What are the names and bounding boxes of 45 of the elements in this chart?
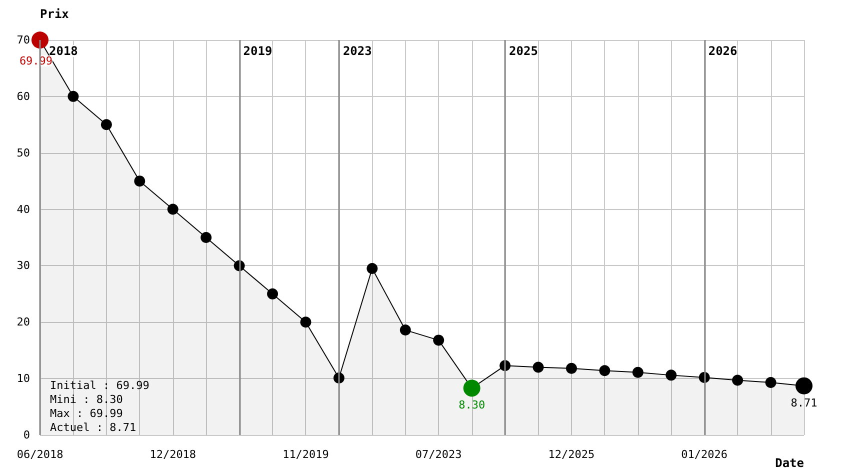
point xyxy=(532,362,544,373)
point xyxy=(666,370,677,381)
annotation: 2018 xyxy=(49,44,78,58)
annotation: Initial : 69.99 xyxy=(50,379,150,392)
data-label: 8.30 xyxy=(458,398,486,412)
annotation: Actuel : 8.71 xyxy=(50,421,136,434)
x-tick-label: 12/2018 xyxy=(150,448,196,461)
x-tick-label: 12/2025 xyxy=(548,448,595,461)
y-tick-label: 20 xyxy=(16,316,30,329)
y-axis-title: Prix xyxy=(40,7,69,21)
annotation: 2019 xyxy=(243,44,272,58)
y-tick-label: 30 xyxy=(16,259,30,272)
point xyxy=(599,365,610,376)
point xyxy=(433,334,444,346)
point xyxy=(167,204,178,215)
y-tick-label: 70 xyxy=(16,34,30,46)
x-tick-label: 06/2018 xyxy=(16,448,64,461)
annotation: 2026 xyxy=(708,44,738,58)
data-label: 8.71 xyxy=(790,396,818,410)
annotation: Max : 69.99 xyxy=(50,407,123,420)
point xyxy=(300,316,312,328)
point xyxy=(200,232,212,243)
point xyxy=(632,366,644,378)
y-tick-label: 40 xyxy=(16,202,30,216)
data-label: 69.99 xyxy=(19,54,53,68)
y-tick-label: 60 xyxy=(16,90,30,103)
annotation: 2025 xyxy=(509,44,538,58)
point xyxy=(134,176,146,187)
x-tick-label: 07/2023 xyxy=(415,448,462,461)
y-tick-label: 10 xyxy=(16,372,30,386)
annotation: 2023 xyxy=(342,44,372,58)
x-tick-label: 11/2019 xyxy=(282,448,329,461)
point xyxy=(267,288,278,300)
x-axis-title: Date xyxy=(775,456,804,470)
point xyxy=(732,374,744,386)
x-tick-label: 01/2026 xyxy=(681,448,728,461)
y-tick-label: 50 xyxy=(16,146,30,160)
point xyxy=(566,362,577,374)
annotation: Mini : 8.30 xyxy=(50,393,123,406)
point xyxy=(765,377,776,388)
point xyxy=(366,263,378,274)
point xyxy=(68,90,79,102)
point xyxy=(400,324,411,336)
point xyxy=(100,119,112,130)
y-tick-label: 0 xyxy=(23,428,30,442)
